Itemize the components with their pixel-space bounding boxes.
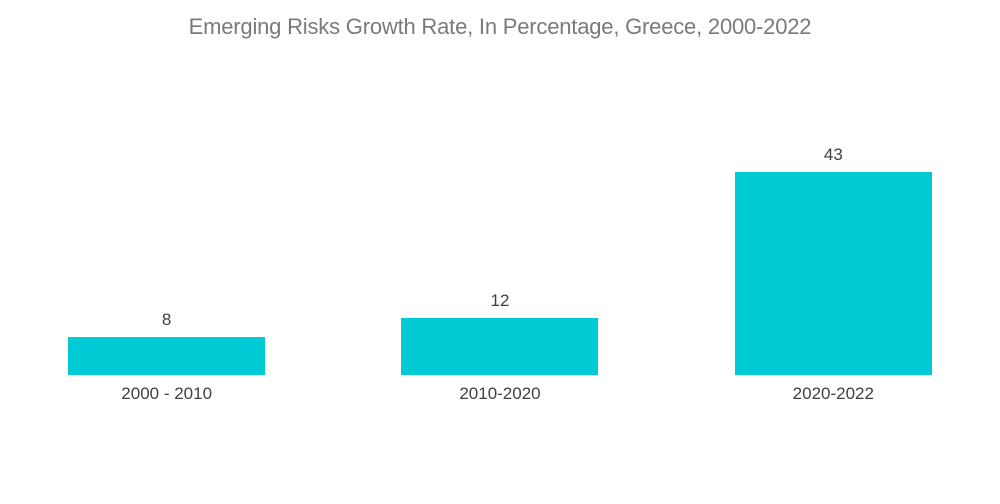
bar-2020-2022: [734, 172, 932, 375]
bar-group: 8: [0, 311, 333, 375]
plot-area: 8 12 43: [0, 146, 1000, 375]
bar-group: 43: [667, 146, 1000, 375]
bar-group: 12: [333, 292, 666, 375]
bar-value-label: 43: [823, 145, 843, 164]
chart-title: Emerging Risks Growth Rate, In Percentag…: [188, 14, 812, 39]
bar-value-label: 12: [490, 291, 510, 310]
bar-value-label: 8: [161, 310, 172, 329]
x-tick-label: 2010-2020: [459, 384, 541, 403]
x-tick-label: 2020-2022: [792, 384, 874, 403]
x-axis-labels: 2000 - 2010 2010-2020 2020-2022: [0, 384, 1000, 404]
bar-2010-2020: [401, 318, 599, 375]
x-tick-label: 2000 - 2010: [121, 384, 213, 403]
bar-2000-2010: [68, 337, 266, 375]
